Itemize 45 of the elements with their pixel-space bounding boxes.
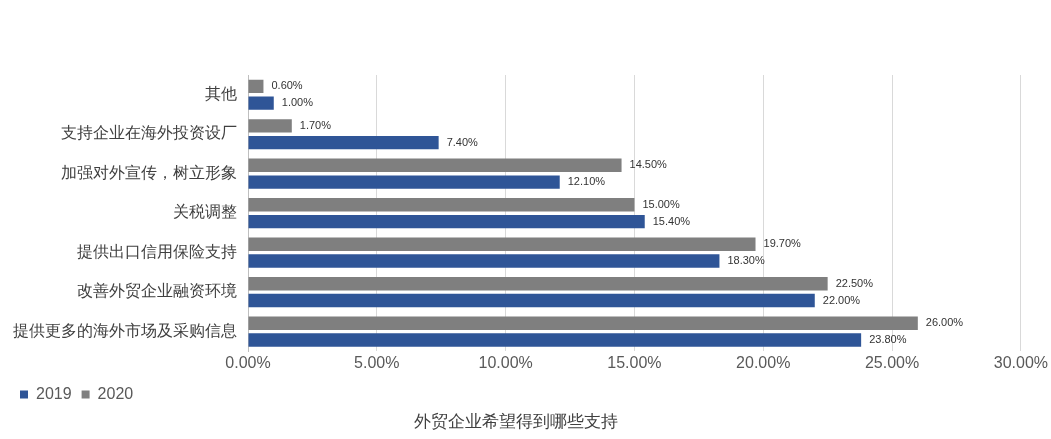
data-label: 12.10% [567, 175, 606, 188]
x-tick-label: 25.00% [864, 354, 920, 372]
data-label: 7.40% [446, 135, 479, 148]
data-label: 15.00% [642, 197, 680, 210]
data-label: 18.30% [727, 254, 765, 267]
y-tick-label: 提供更多的海外市场及采购信息 [13, 320, 237, 340]
bar [248, 214, 645, 229]
y-tick-label: 加强对外宣传，树立形象 [61, 162, 237, 182]
data-label: 23.80% [869, 333, 907, 346]
y-tick-label: 其他 [205, 83, 237, 103]
data-label: 1.70% [299, 118, 332, 131]
y-tick-label: 改善外贸企业融资环境 [77, 281, 237, 301]
data-label: 22.00% [822, 293, 861, 306]
bar [248, 175, 560, 189]
data-label: 0.60% [271, 79, 303, 92]
bar [248, 79, 264, 94]
bar [248, 96, 274, 110]
x-tick-label: 30.00% [993, 354, 1048, 372]
bar [248, 237, 756, 252]
data-label: 14.50% [629, 158, 668, 171]
x-tick-label: 0.00% [225, 354, 271, 372]
bar [248, 119, 292, 133]
bar [248, 277, 828, 291]
data-label: 1.00% [281, 96, 314, 109]
text: 外贸企业希望得到哪些支持 [413, 411, 618, 432]
bar [248, 198, 635, 212]
bar [248, 316, 918, 330]
y-tick-label: 提供出口信用保险支持 [77, 241, 237, 261]
bar [248, 158, 622, 173]
x-tick-label: 20.00% [736, 354, 791, 372]
x-tick-label: 10.00% [478, 354, 533, 372]
bar [248, 333, 862, 347]
data-label: 26.00% [925, 316, 964, 329]
bar [248, 254, 720, 268]
bar [248, 293, 815, 308]
x-tick-label: 5.00% [354, 354, 400, 372]
bar [248, 135, 439, 150]
legend-label: 2019 [36, 385, 72, 403]
y-tick-label: 支持企业在海外投资设厂 [61, 123, 237, 143]
data-label: 15.40% [652, 214, 691, 227]
y-tick-label: 关税调整 [173, 202, 237, 222]
data-label: 22.50% [835, 276, 874, 289]
x-tick-label: 15.00% [607, 354, 662, 372]
legend-label: 2020 [97, 385, 134, 403]
data-label: 19.70% [763, 237, 802, 250]
